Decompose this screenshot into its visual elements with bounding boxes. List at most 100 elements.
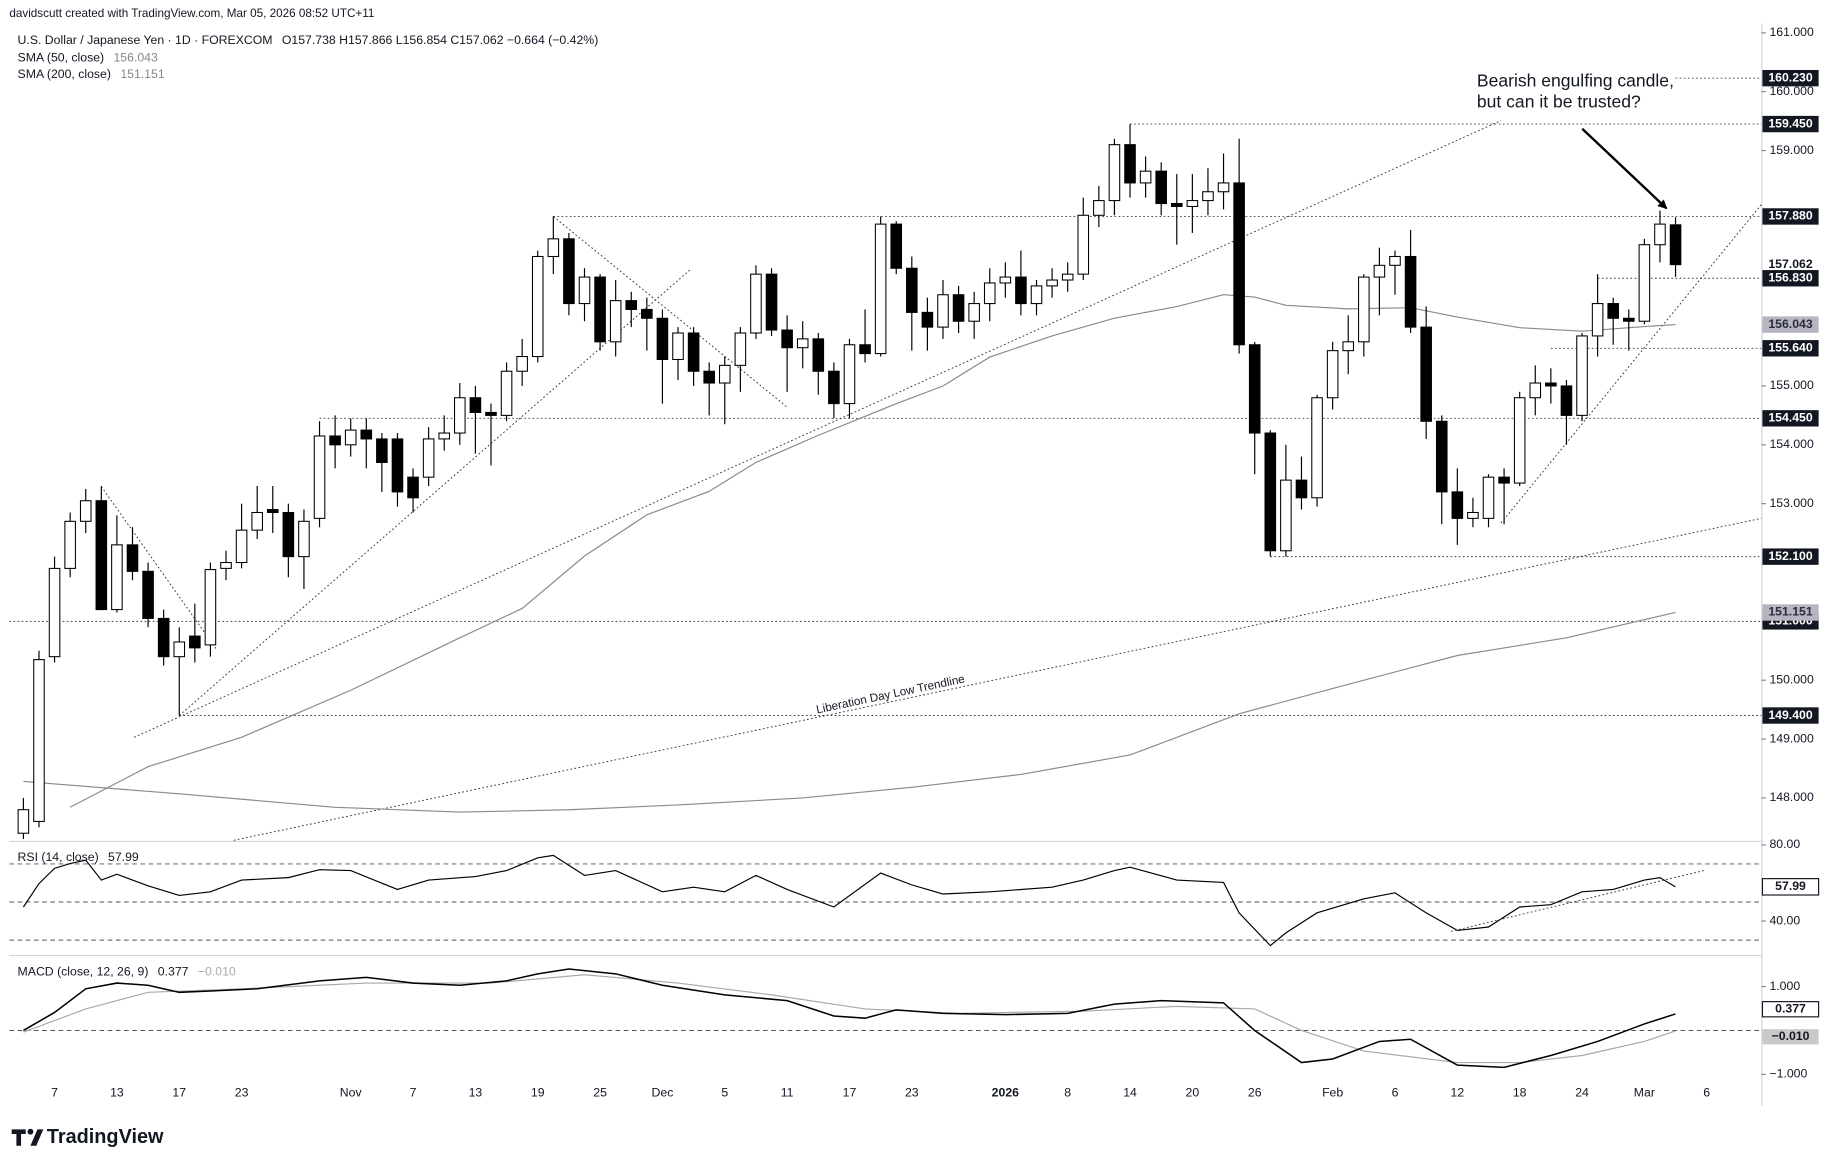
candle-body: [1451, 491, 1464, 519]
macd-badge: 0.377: [1775, 1001, 1806, 1015]
candle-body: [812, 338, 825, 372]
level-badge-bg: [1762, 270, 1819, 287]
x-tick-label: Mar: [1634, 1085, 1655, 1099]
level-badge: 159.450: [1768, 116, 1813, 130]
watermark: davidscutt created with TradingView.com,…: [9, 7, 374, 20]
annotation-arrow: [1581, 127, 1668, 210]
candle-body: [828, 370, 840, 405]
candle-body: [266, 509, 279, 514]
annotation-text: Bearish engulfing candle,: [1477, 71, 1674, 91]
sma-legend: SMA (50, close) 156.043: [18, 51, 158, 65]
y-tick-label: 159.000: [1769, 143, 1814, 157]
candle-body: [407, 476, 419, 499]
candle-body: [516, 356, 528, 372]
sma-badge: 156.043: [1768, 317, 1813, 331]
sma-line: [69, 294, 1676, 808]
candle-body: [438, 432, 451, 440]
sma-badge: 151.151: [1768, 605, 1813, 619]
y-tick-label: 1.000: [1769, 979, 1800, 993]
x-tick-label: 13: [110, 1085, 124, 1099]
sma-name: SMA (50, close): [18, 51, 105, 65]
candle-body: [1498, 476, 1510, 484]
macd-name: MACD (close, 12, 26, 9): [18, 965, 149, 979]
last-price-label: 157.062: [1768, 257, 1813, 271]
y-tick-label: 160.000: [1769, 84, 1814, 98]
macd-badge-bg: [1762, 1029, 1819, 1045]
level-badge-bg: [1762, 707, 1819, 724]
candle-body: [594, 276, 606, 343]
candle-body: [672, 332, 684, 361]
trendline: [133, 120, 1502, 738]
x-tick-label: Dec: [652, 1085, 674, 1099]
rsi-name: RSI (14, close): [18, 850, 99, 864]
candle-body: [1217, 182, 1230, 193]
ohlc-values: O157.738 H157.866 L156.854 C157.062 −0.6…: [282, 33, 598, 47]
level-badge: 152.100: [1768, 549, 1813, 563]
level-badge-bg: [1762, 340, 1819, 357]
y-tick-label: 148.000: [1769, 790, 1814, 804]
sma-badge-bg: [1762, 316, 1819, 333]
candle-body: [1545, 382, 1557, 387]
candle-body: [1529, 382, 1542, 399]
candle-body: [952, 294, 965, 322]
candle-body: [843, 344, 856, 405]
candle-body: [703, 370, 715, 384]
trendline: [178, 269, 691, 716]
sma-value: 156.043: [113, 51, 158, 65]
candle-body: [547, 238, 560, 258]
candle-body: [999, 276, 1012, 284]
candle-body: [906, 267, 918, 313]
candle-body: [656, 317, 669, 361]
candle-body: [890, 223, 903, 269]
candle-body: [1155, 170, 1167, 205]
x-tick-label: 11: [781, 1085, 794, 1099]
candle-body: [968, 303, 980, 322]
x-tick-label: 18: [1513, 1085, 1527, 1099]
candle-body: [1560, 385, 1573, 416]
candle-body: [1170, 202, 1183, 207]
rsi-line: [22, 854, 1676, 947]
candle-body: [391, 438, 404, 493]
candle-body: [111, 544, 123, 611]
candle-body: [95, 500, 108, 611]
y-tick-label: 40.00: [1769, 913, 1800, 927]
candle-body: [1077, 214, 1090, 275]
candle-body: [1420, 326, 1432, 422]
candle-body: [1124, 144, 1136, 184]
rsi-value: 57.99: [108, 850, 139, 864]
rsi-legend: RSI (14, close) 57.99: [18, 850, 139, 864]
candle-body: [1186, 200, 1199, 207]
candle-body: [485, 411, 497, 416]
candle-body: [422, 438, 435, 478]
candle-body: [157, 617, 170, 658]
rsi-trendline: [1450, 869, 1706, 932]
x-tick-label: 2026: [992, 1085, 1019, 1099]
candle-body: [204, 569, 217, 646]
candle-body: [79, 500, 92, 522]
sma-line: [23, 611, 1676, 813]
candle-body: [454, 397, 466, 434]
level-badge-bg: [1762, 69, 1819, 87]
candle-body: [1311, 397, 1323, 499]
logo: TradingView: [11, 1126, 164, 1148]
sma-badge-bg: [1762, 604, 1819, 621]
candle-body: [1513, 397, 1526, 484]
candle-body: [360, 429, 373, 440]
x-tick-label: 7: [410, 1085, 417, 1099]
candle-body: [1030, 285, 1043, 305]
candle-body: [1248, 344, 1261, 434]
level-badge: 156.830: [1768, 271, 1813, 285]
candle-body: [1061, 273, 1074, 281]
signal-value: −0.010: [198, 965, 236, 979]
candle-body: [1295, 479, 1308, 499]
candle-body: [921, 311, 934, 328]
candle-body: [1280, 479, 1292, 552]
candle-body: [1435, 420, 1448, 493]
candle-body: [1358, 276, 1370, 343]
y-tick-label: 80.00: [1769, 837, 1800, 851]
candle-body: [734, 332, 747, 366]
candle-body: [235, 529, 248, 564]
y-tick-label: 149.000: [1769, 731, 1814, 745]
sma-name: SMA (200, close): [18, 67, 111, 81]
macd-line: [23, 968, 1676, 1069]
